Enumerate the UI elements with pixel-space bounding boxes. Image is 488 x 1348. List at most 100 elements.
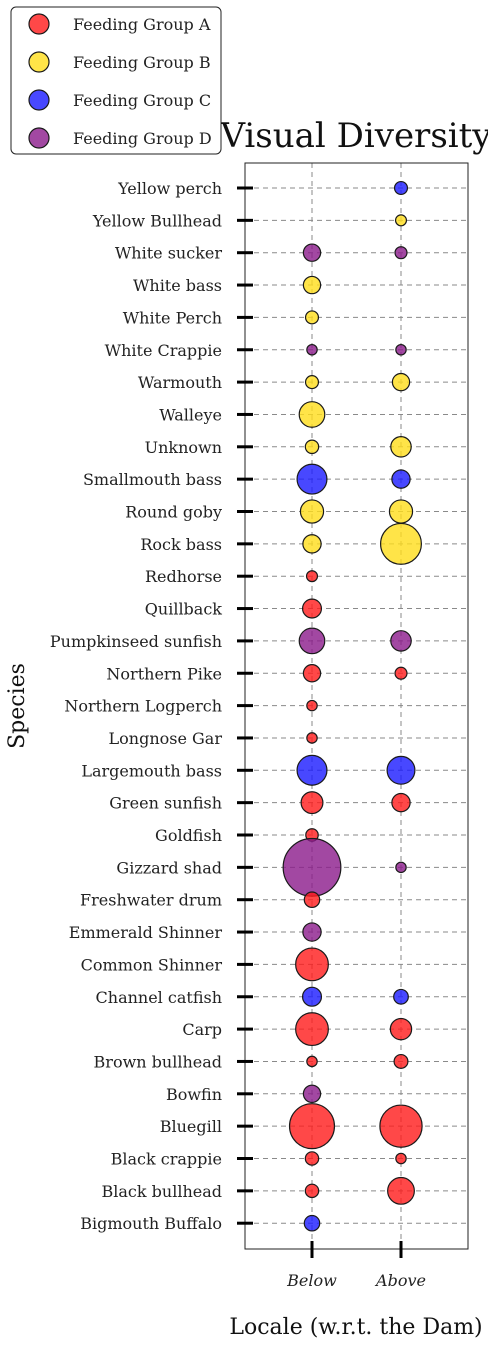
data-point [302,664,322,683]
x-axis: Below Above [286,1241,426,1290]
data-point [395,861,407,874]
legend: Feeding Group A Feeding Group B Feeding Gr… [10,6,222,155]
data-point [393,1053,409,1069]
data-point [306,732,318,744]
y-tick-label: Pumpkinseed sunfish [50,632,222,651]
y-tick-label: Smallmouth bass [83,470,222,489]
data-point [302,534,322,554]
data-point [303,1214,321,1232]
data-point [302,243,322,262]
data-point [391,469,411,489]
y-tick-label: Channel catfish [96,988,222,1007]
data-point [304,375,320,390]
data-point [302,275,322,295]
y-tick-label: Quillback [145,600,223,619]
y-tick-label: Black bullhead [102,1182,223,1201]
y-tick-label: Warmouth [138,373,222,392]
y-tick-label: Bigmouth Buffalo [80,1214,222,1233]
data-point [301,598,323,619]
data-point [386,755,416,785]
data-point [304,310,320,325]
data-point [387,1176,415,1205]
data-point [391,372,411,392]
data-point [299,499,325,524]
chart-title: Visual Diversity [219,116,488,156]
y-axis: Yellow perch Yellow Bullhead White sucker W… [50,179,253,1233]
legend-marker [28,127,50,149]
y-tick-label: Northern Logperch [64,697,222,716]
data-point [390,630,412,652]
legend-marker [28,89,50,111]
data-point [389,1017,413,1041]
data-point [391,792,411,813]
data-point [298,401,326,428]
data-point [296,463,328,495]
data-point [304,1151,320,1166]
data-point [390,436,412,458]
y-tick-label: Round goby [125,503,222,522]
data-point [304,1183,320,1199]
data-point [306,1055,318,1068]
y-tick-label: Brown bullhead [94,1052,222,1071]
data-point [302,1084,322,1104]
data-point [300,791,324,815]
data-point [394,214,408,227]
y-tick-label: Yellow perch [117,179,222,198]
data-point [282,837,342,897]
y-tick-label: Rock bass [140,535,222,554]
y-tick-label: Green sunfish [109,794,222,813]
data-point [296,754,328,786]
y-tick-label: White Perch [123,308,222,327]
grid [245,163,468,1249]
y-axis-label: Species [5,663,30,749]
data-point [306,699,318,712]
legend-marker [28,51,50,73]
legend-entry: Feeding Group A [73,15,211,34]
y-tick-label: White bass [133,276,222,295]
y-tick-label: Northern Pike [106,664,222,683]
data-point [394,666,408,680]
y-tick-label: Redhorse [145,567,222,586]
data-point [395,343,407,356]
y-tick-label: Walleye [159,405,222,424]
y-tick-label: Goldfish [155,826,222,845]
legend-box [10,6,222,155]
data-point [304,439,320,455]
y-tick-label: Freshwater drum [80,891,222,910]
y-tick-label: Black crappie [111,1150,222,1169]
data-point [393,988,409,1005]
y-tick-label: White sucker [115,244,222,263]
data-point [288,1103,336,1150]
data-points [282,180,423,1232]
x-tick-label: Below [286,1271,337,1290]
y-tick-label: Gizzard shad [116,858,222,877]
legend-entry: Feeding Group B [73,53,211,72]
legend-marker [28,13,50,35]
data-point [295,1012,329,1047]
data-point [394,246,408,260]
y-tick-label: Longnose Gar [109,729,223,748]
y-tick-label: Common Shinner [81,955,223,974]
data-point [395,1152,407,1165]
y-tick-label: Bluegill [160,1117,222,1136]
data-point [302,922,322,942]
data-point [295,947,329,982]
y-tick-label: Carp [182,1020,222,1039]
data-point [303,891,321,909]
x-axis-label: Locale (w.r.t. the Dam) [229,1315,482,1340]
data-point [380,522,422,565]
y-tick-label: White Crappie [105,341,222,360]
data-point [393,180,409,196]
data-point [306,343,318,356]
y-tick-label: Bowfin [166,1085,222,1104]
data-point [301,986,323,1007]
y-tick-label: Largemouth bass [81,761,222,780]
y-tick-label: Yellow Bullhead [92,211,222,230]
y-tick-label: Unknown [145,438,222,457]
legend-entry: Feeding Group C [73,91,211,110]
data-point [379,1104,423,1148]
x-tick-label: Above [374,1271,426,1290]
legend-entry: Feeding Group D [73,129,212,148]
data-point [298,627,326,655]
